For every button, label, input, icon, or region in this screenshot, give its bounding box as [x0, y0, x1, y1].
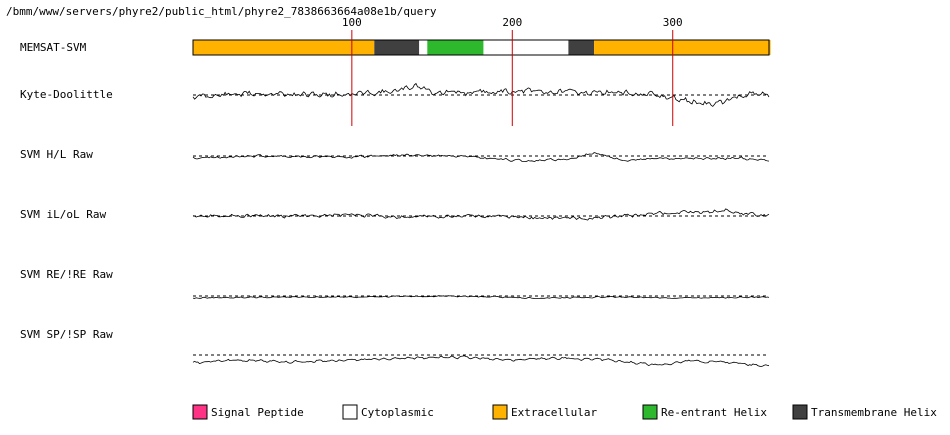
- legend-label-3: Re-entrant Helix: [661, 406, 767, 419]
- series-label-2: SVM iL/oL Raw: [20, 208, 106, 221]
- legend-label-1: Cytoplasmic: [361, 406, 434, 419]
- series-label-3: SVM RE/!RE Raw: [20, 268, 113, 281]
- series-label-0: Kyte-Doolittle: [20, 88, 113, 101]
- memsat-segment-2: [419, 40, 428, 55]
- series-line-1: [192, 152, 770, 162]
- memsat-segment-5: [568, 40, 595, 55]
- tick-label-2: 300: [663, 16, 683, 29]
- legend-label-2: Extracellular: [511, 406, 597, 419]
- tick-label-1: 200: [502, 16, 522, 29]
- memsat-bar-outline: [192, 39, 770, 56]
- legend-label-0: Signal Peptide: [211, 406, 304, 419]
- legend-label-4: Transmembrane Helix: [811, 406, 937, 419]
- series-line-3: [192, 295, 770, 299]
- tick-label-0: 100: [342, 16, 362, 29]
- legend-swatch-4: [792, 404, 808, 420]
- memsat-segment-3: [427, 40, 484, 55]
- memsat-segment-0: [193, 40, 375, 55]
- series-line-4: [192, 355, 770, 367]
- legend-swatch-0: [192, 404, 208, 420]
- series-label-1: SVM H/L Raw: [20, 148, 93, 161]
- legend-swatch-1: [342, 404, 358, 420]
- series-label-4: SVM SP/!SP Raw: [20, 328, 113, 341]
- legend-swatch-3: [642, 404, 658, 420]
- memsat-track-label: MEMSAT-SVM: [20, 41, 87, 54]
- chart-title: /bmm/www/servers/phyre2/public_html/phyr…: [6, 5, 437, 18]
- memsat-segment-1: [374, 40, 420, 55]
- legend-swatch-2: [492, 404, 508, 420]
- memsat-segment-6: [594, 40, 771, 55]
- memsat-segment-4: [483, 40, 569, 55]
- series-line-2: [192, 208, 770, 221]
